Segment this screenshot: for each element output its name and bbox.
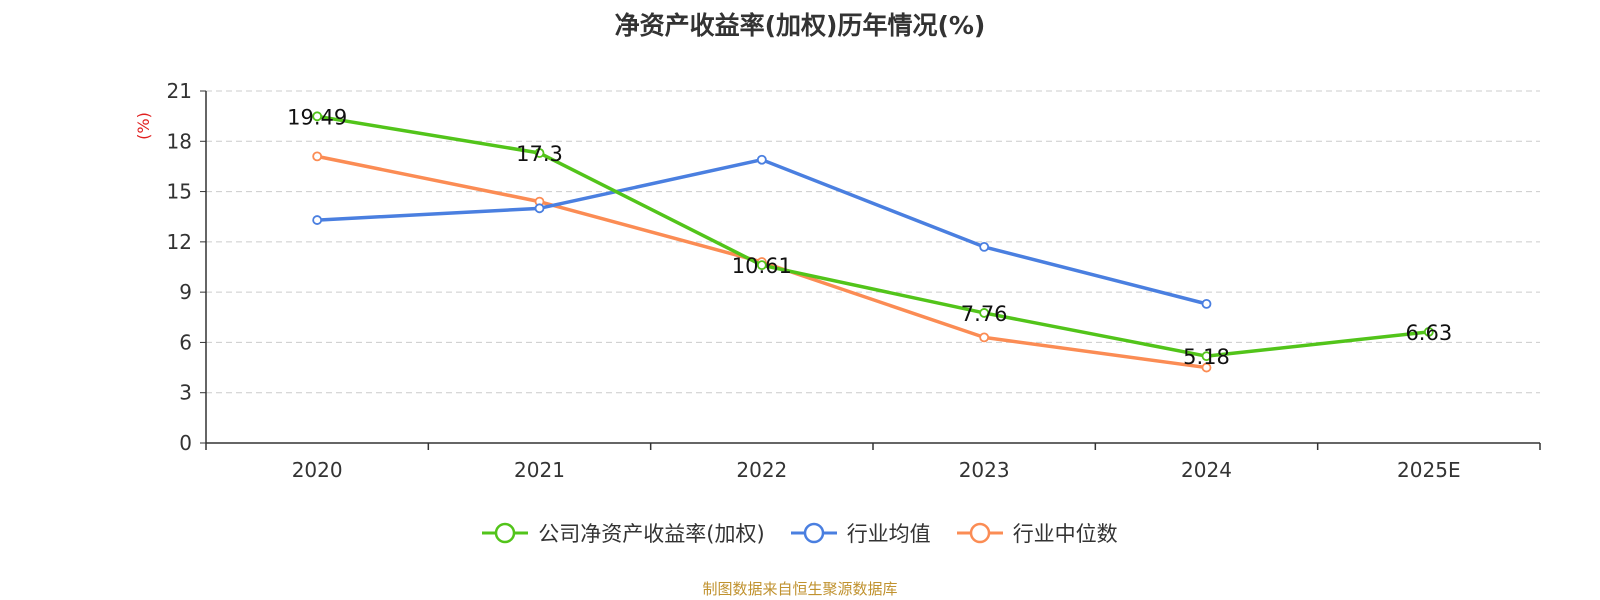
y-tick-label: 3 xyxy=(179,381,192,405)
legend-label: 行业中位数 xyxy=(1012,522,1118,546)
data-point xyxy=(534,148,545,158)
data-point xyxy=(1201,351,1212,362)
y-tick-label: 0 xyxy=(179,431,192,455)
data-label: 19.49 xyxy=(287,105,347,129)
y-tick-label: 18 xyxy=(167,129,192,153)
data-point xyxy=(756,154,767,165)
y-tick-label: 6 xyxy=(179,330,192,354)
data-point xyxy=(979,241,990,252)
legend-label: 行业均值 xyxy=(846,522,931,546)
y-tick-label: 15 xyxy=(167,180,192,204)
data-point xyxy=(312,215,323,225)
data-label: 10.61 xyxy=(732,254,792,278)
x-tick-label: 2022 xyxy=(736,458,787,482)
data-point xyxy=(1201,362,1212,373)
data-label: 17.3 xyxy=(516,142,563,166)
data-label: 7.76 xyxy=(961,302,1008,326)
legend-line-circle-icon xyxy=(482,522,529,544)
x-tick-label: 2023 xyxy=(959,458,1010,482)
legend-item[interactable]: 公司净资产收益率(加权) xyxy=(482,518,765,548)
x-tick-label: 2024 xyxy=(1181,458,1232,482)
data-source-note: 制图数据来自恒生聚源数据库 xyxy=(702,580,898,598)
y-axis-label: (%) xyxy=(134,112,153,140)
y-tick-label: 9 xyxy=(179,280,192,304)
y-tick-label: 12 xyxy=(167,230,192,254)
legend-label: 公司净资产收益率(加权) xyxy=(538,522,765,546)
data-label: 5.18 xyxy=(1183,345,1230,369)
data-point xyxy=(1423,326,1434,337)
legend-item[interactable]: 行业均值 xyxy=(790,518,931,548)
data-point xyxy=(312,151,323,162)
series-line xyxy=(316,114,1430,358)
data-point xyxy=(1201,298,1212,309)
data-point xyxy=(534,203,545,214)
data-point xyxy=(756,260,767,271)
legend-item[interactable]: 行业中位数 xyxy=(956,518,1118,548)
x-tick-label: 2021 xyxy=(514,458,565,482)
x-tick-label: 2025E xyxy=(1397,458,1461,482)
data-point xyxy=(979,308,990,318)
series-line xyxy=(317,157,1207,306)
legend-line-circle-icon xyxy=(790,522,837,544)
data-point xyxy=(312,111,323,122)
data-label: 6.63 xyxy=(1405,321,1452,345)
chart-legend: 公司净资产收益率(加权) 行业均值 行业中位数 xyxy=(0,518,1600,548)
data-point xyxy=(979,332,990,343)
legend-line-circle-icon xyxy=(956,522,1003,544)
x-tick-label: 2020 xyxy=(292,458,343,482)
y-tick-label: 21 xyxy=(167,79,192,103)
chart-title: 净资产收益率(加权)历年情况(%) xyxy=(614,11,986,40)
